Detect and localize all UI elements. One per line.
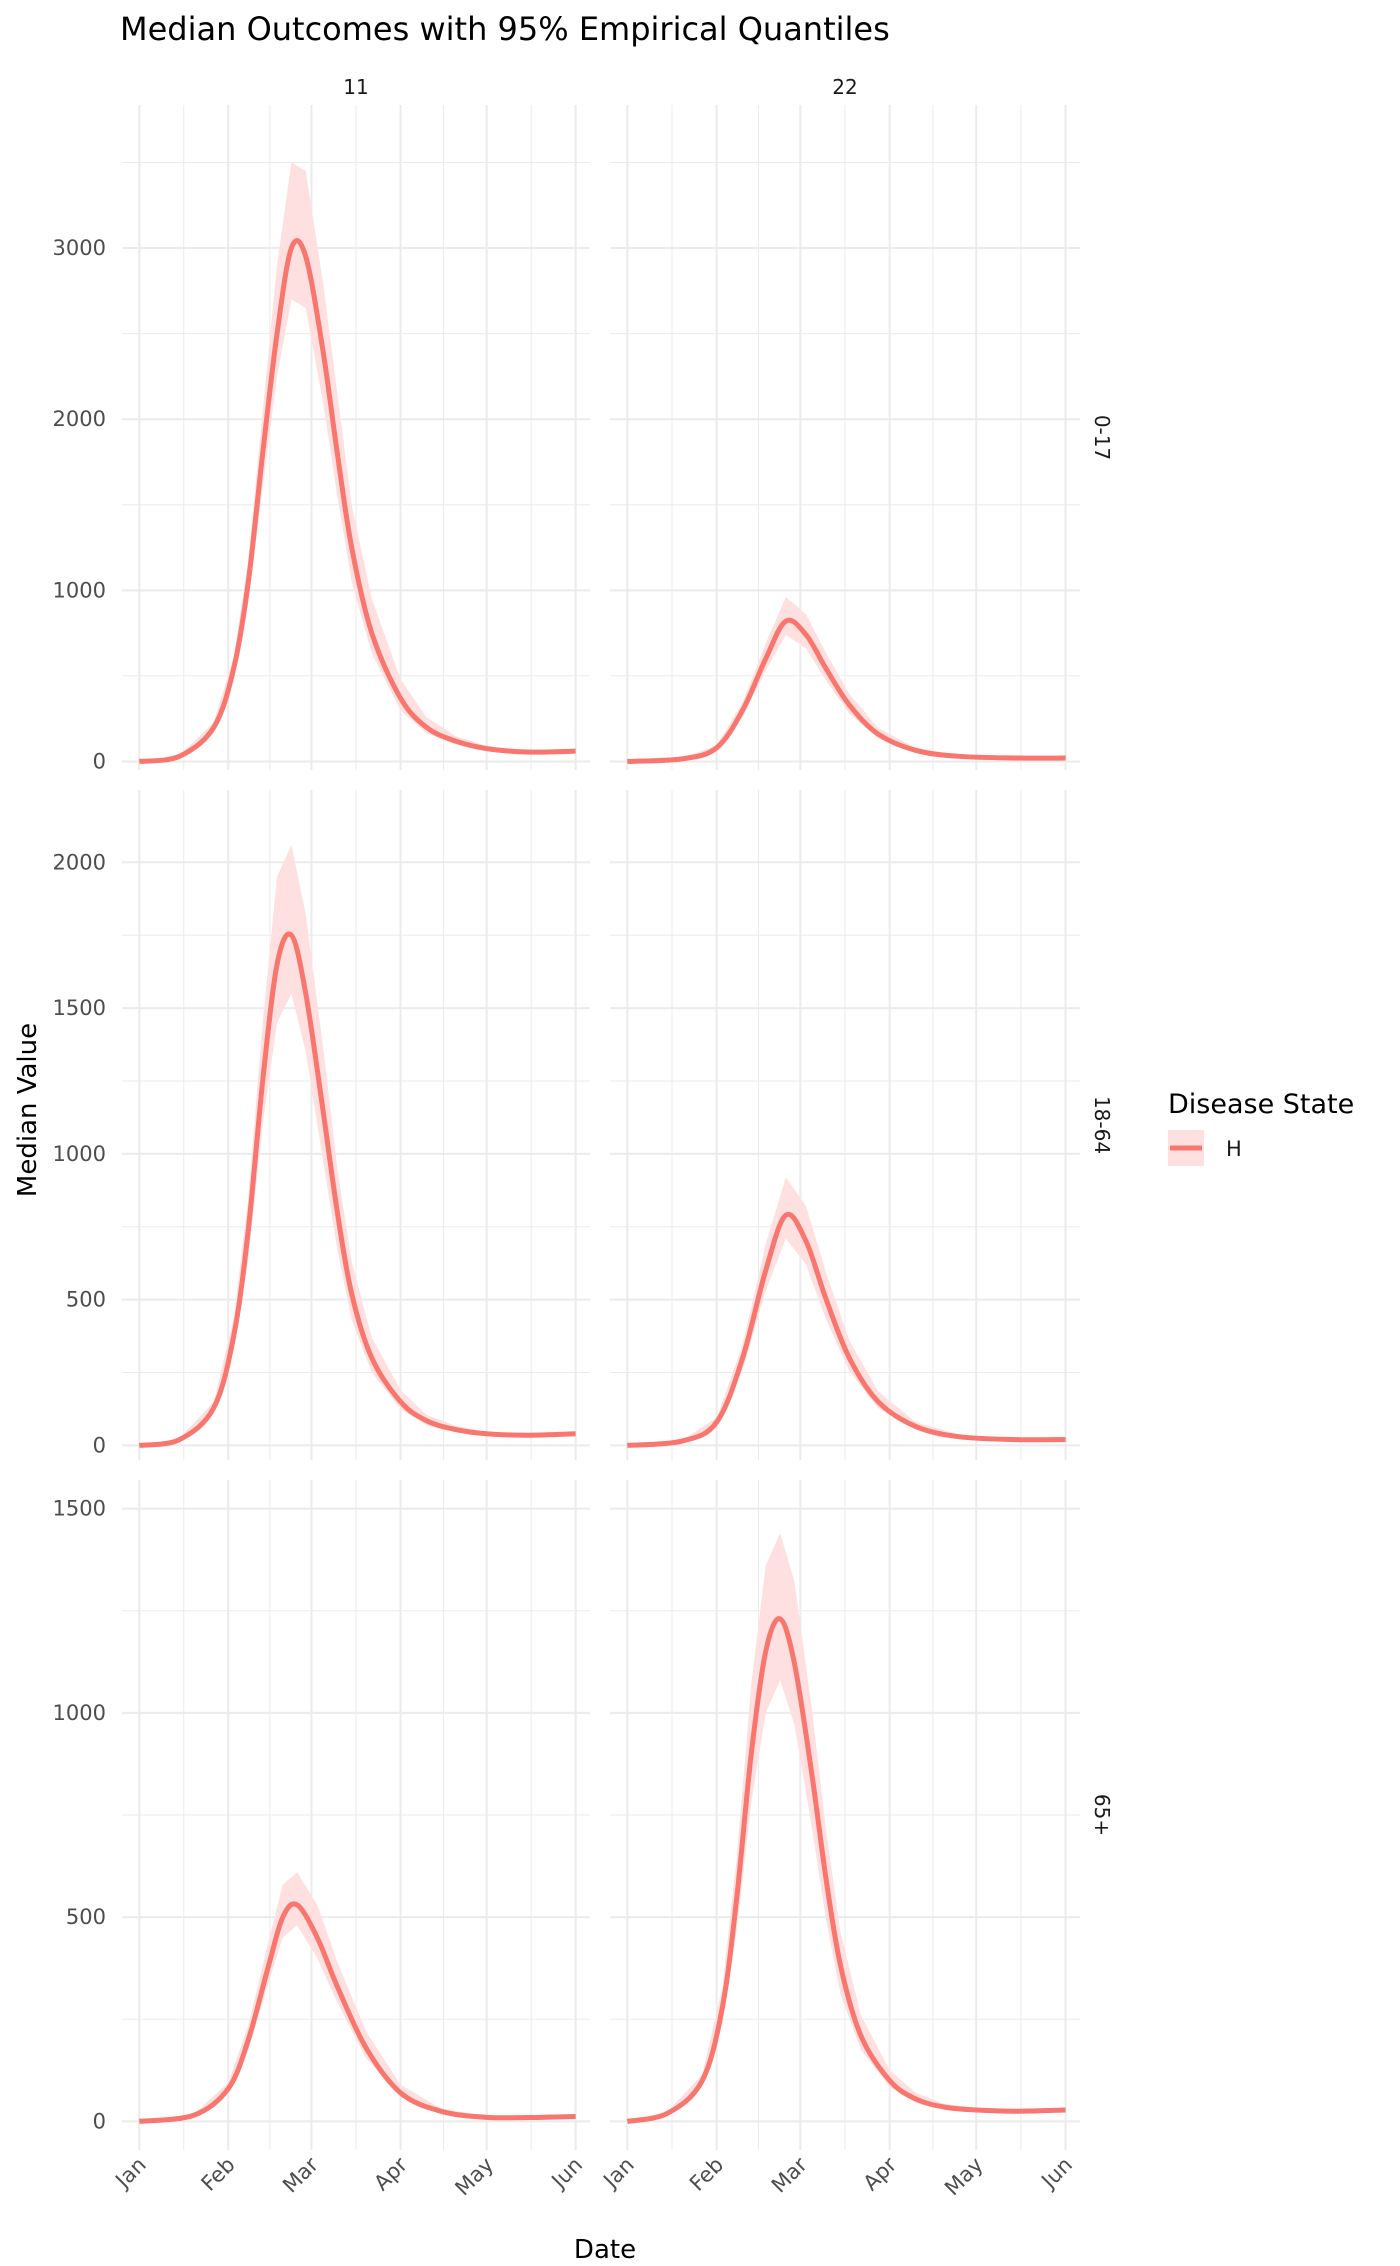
x-tick-label: Feb [197,2153,240,2196]
strip-label-col-22: 22 [832,75,857,99]
panel-0-17-col-11: 0 1000 2000 3000 [53,105,590,773]
x-tick-label: Jun [546,2153,588,2195]
x-tick-label: Feb [685,2153,728,2196]
legend-title: Disease State [1168,1089,1354,1120]
y-tick-label: 1500 [53,996,106,1020]
y-tick-label: 1500 [53,1497,106,1521]
quantile-band [627,1177,1066,1446]
y-tick-label: 2000 [53,407,106,431]
x-axis-title: Date [574,2235,636,2265]
strip-label-row-0-17: 0-17 [1090,415,1114,460]
quantile-band [139,162,576,762]
strip-label-row-65: 65+ [1090,1794,1114,1836]
y-tick-label: 0 [93,1433,106,1457]
x-tick-label: May [940,2153,988,2201]
x-tick-label: Jan [109,2153,150,2194]
strip-label-col-11: 11 [343,75,368,99]
legend-entry-h: H [1226,1137,1242,1161]
quantile-band [139,1872,576,2122]
median-line [627,617,1066,764]
panel-18-64-col-22 [610,790,1080,1460]
median-line [138,1901,576,2124]
panel-65-col-22: Jan Feb Mar Apr May Jun [598,1480,1080,2200]
quantile-band [627,1533,1066,2122]
panel-18-64-col-11: 0 500 1000 1500 2000 [53,790,590,1460]
x-tick-label: Mar [767,2152,812,2197]
x-tick-label: Apr [859,2152,902,2195]
x-tick-label: Mar [278,2152,323,2197]
y-tick-label: 500 [66,1905,106,1929]
y-axis-title: Median Value [13,1023,43,1197]
median-line [138,931,576,1448]
quantile-band [627,597,1066,762]
panels: 11 22 0-17 18-64 65+ 0 1000 2000 3000 0 500 1000 150… [53,75,1114,2200]
chart-title: Median Outcomes with 95% Empirical Quant… [120,10,890,48]
panel-65-col-11: 0 500 1000 1500 Jan Feb Mar Apr May Jun [53,1480,590,2200]
y-tick-label: 2000 [53,850,106,874]
y-tick-label: 500 [66,1288,106,1312]
y-tick-label: 3000 [53,236,106,260]
strip-label-row-18-64: 18-64 [1090,1096,1114,1154]
x-tick-label: Apr [369,2152,412,2195]
panel-0-17-col-22 [610,105,1080,770]
y-tick-label: 1000 [53,1142,106,1166]
legend: Disease State H [1168,1089,1354,1166]
median-line [626,1616,1066,2124]
y-tick-label: 1000 [53,1701,106,1725]
y-tick-label: 0 [93,749,106,773]
y-tick-label: 0 [93,2109,106,2133]
x-tick-label: May [450,2153,498,2201]
x-tick-label: Jan [598,2153,639,2194]
median-line [138,238,576,764]
x-tick-label: Jun [1036,2153,1078,2195]
y-tick-label: 1000 [53,578,106,602]
median-line [627,1211,1066,1448]
